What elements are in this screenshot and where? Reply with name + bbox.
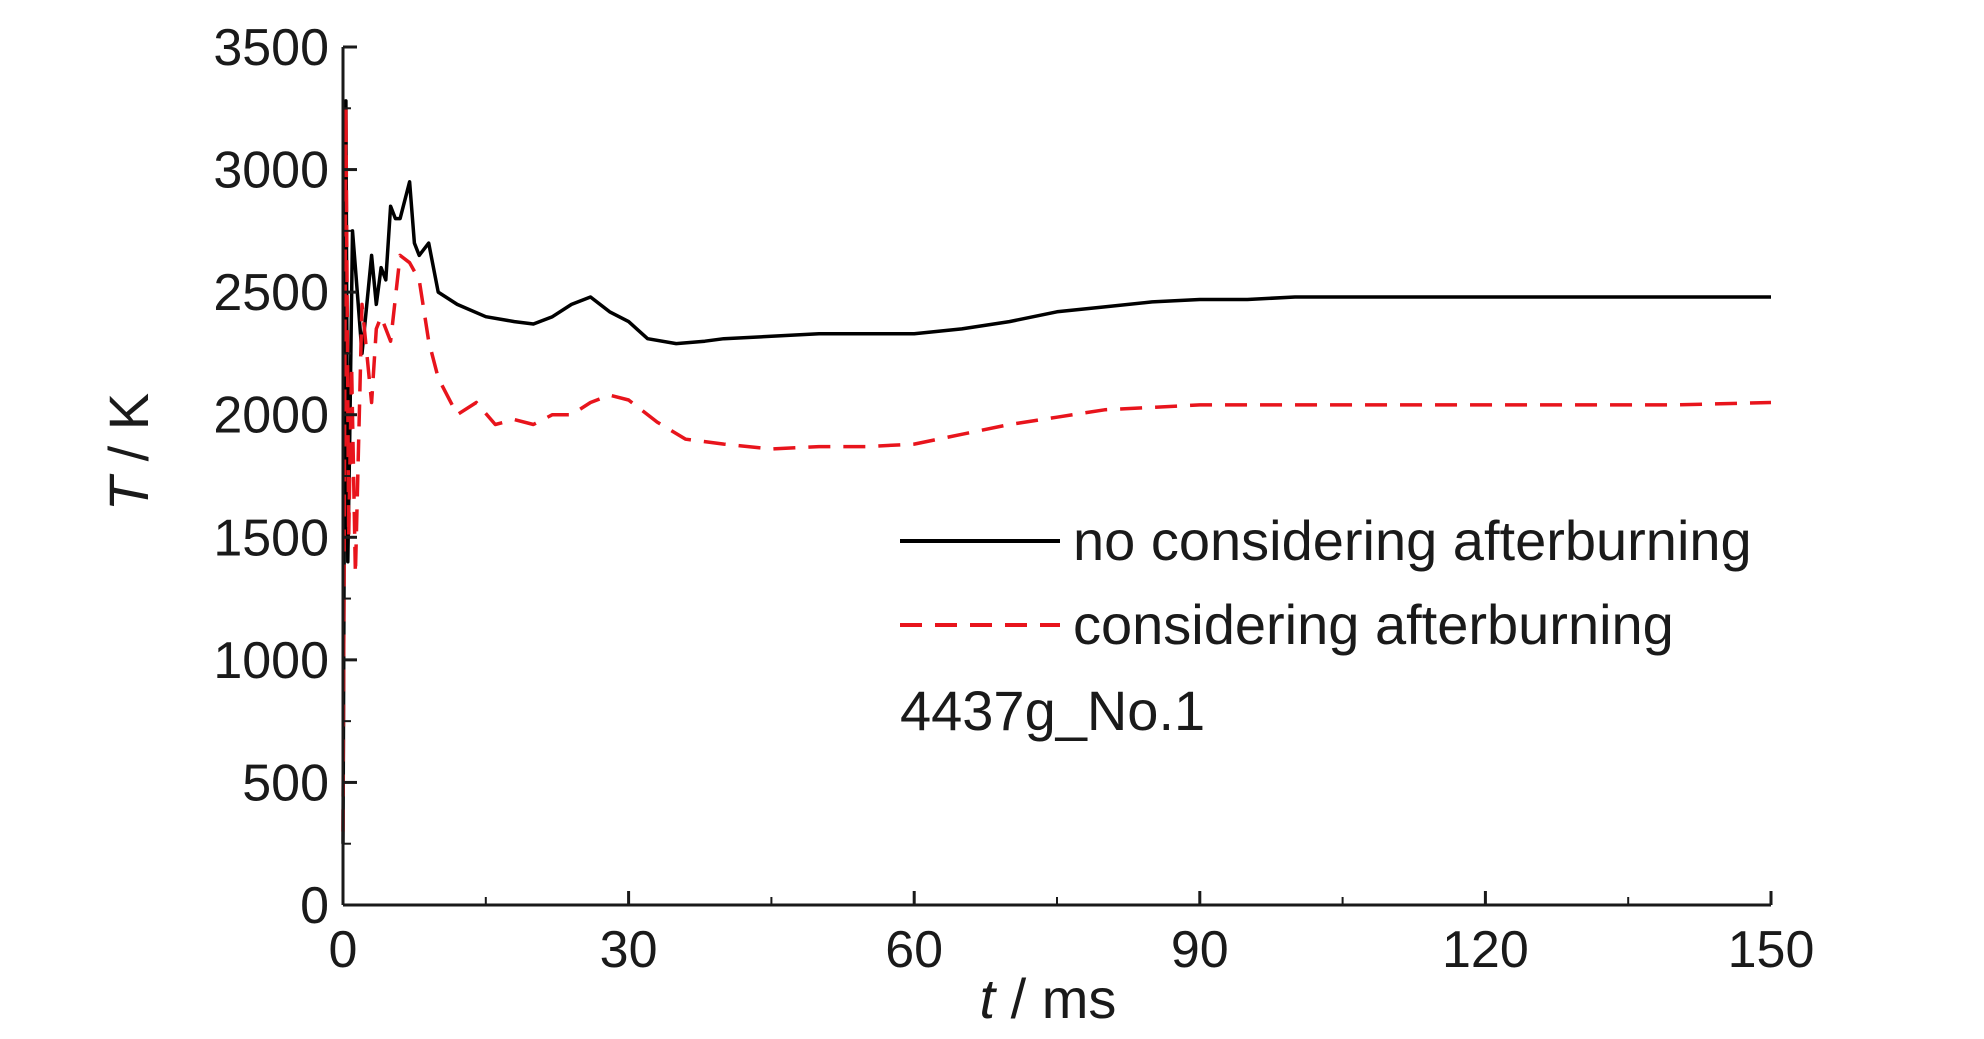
legend-label-no-afterburning: no considering afterburning — [1073, 509, 1752, 572]
series-line-afterburning — [341, 106, 1772, 832]
x-tick-label: 0 — [329, 921, 358, 979]
legend: no considering afterburning considering … — [900, 509, 1752, 656]
tick-layer: 0 500 1000 1500 2000 2500 3000 3500 0 30 60 90 120 15… — [213, 19, 1814, 979]
y-axis-unit: / K — [97, 393, 160, 477]
x-tick-label: 90 — [1171, 921, 1229, 979]
y-tick-label: 3000 — [213, 142, 329, 200]
legend-label-afterburning: considering afterburning — [1073, 593, 1674, 656]
x-axis-unit: / ms — [995, 967, 1116, 1030]
x-tick-label: 30 — [600, 921, 658, 979]
y-tick-label: 1500 — [213, 509, 329, 567]
x-tick-label: 150 — [1728, 921, 1815, 979]
y-tick-label: 0 — [300, 877, 329, 935]
x-tick-label: 120 — [1442, 921, 1529, 979]
y-axis-label: T / K — [97, 393, 160, 511]
y-tick-label: 500 — [242, 754, 329, 812]
axes-layer — [341, 47, 1771, 907]
y-tick-label: 2500 — [213, 264, 329, 322]
x-tick-label: 60 — [885, 921, 943, 979]
y-tick-label: 1000 — [213, 632, 329, 690]
x-axis-label: t / ms — [980, 967, 1117, 1030]
series-layer — [341, 99, 1772, 844]
chart-annotation: 4437g_No.1 — [900, 679, 1205, 742]
y-tick-label: 2000 — [213, 387, 329, 445]
x-axis-variable: t — [980, 967, 998, 1030]
series-line-no-afterburning — [341, 99, 1771, 844]
y-axis-variable: T — [97, 473, 160, 511]
y-tick-label: 3500 — [213, 19, 329, 77]
